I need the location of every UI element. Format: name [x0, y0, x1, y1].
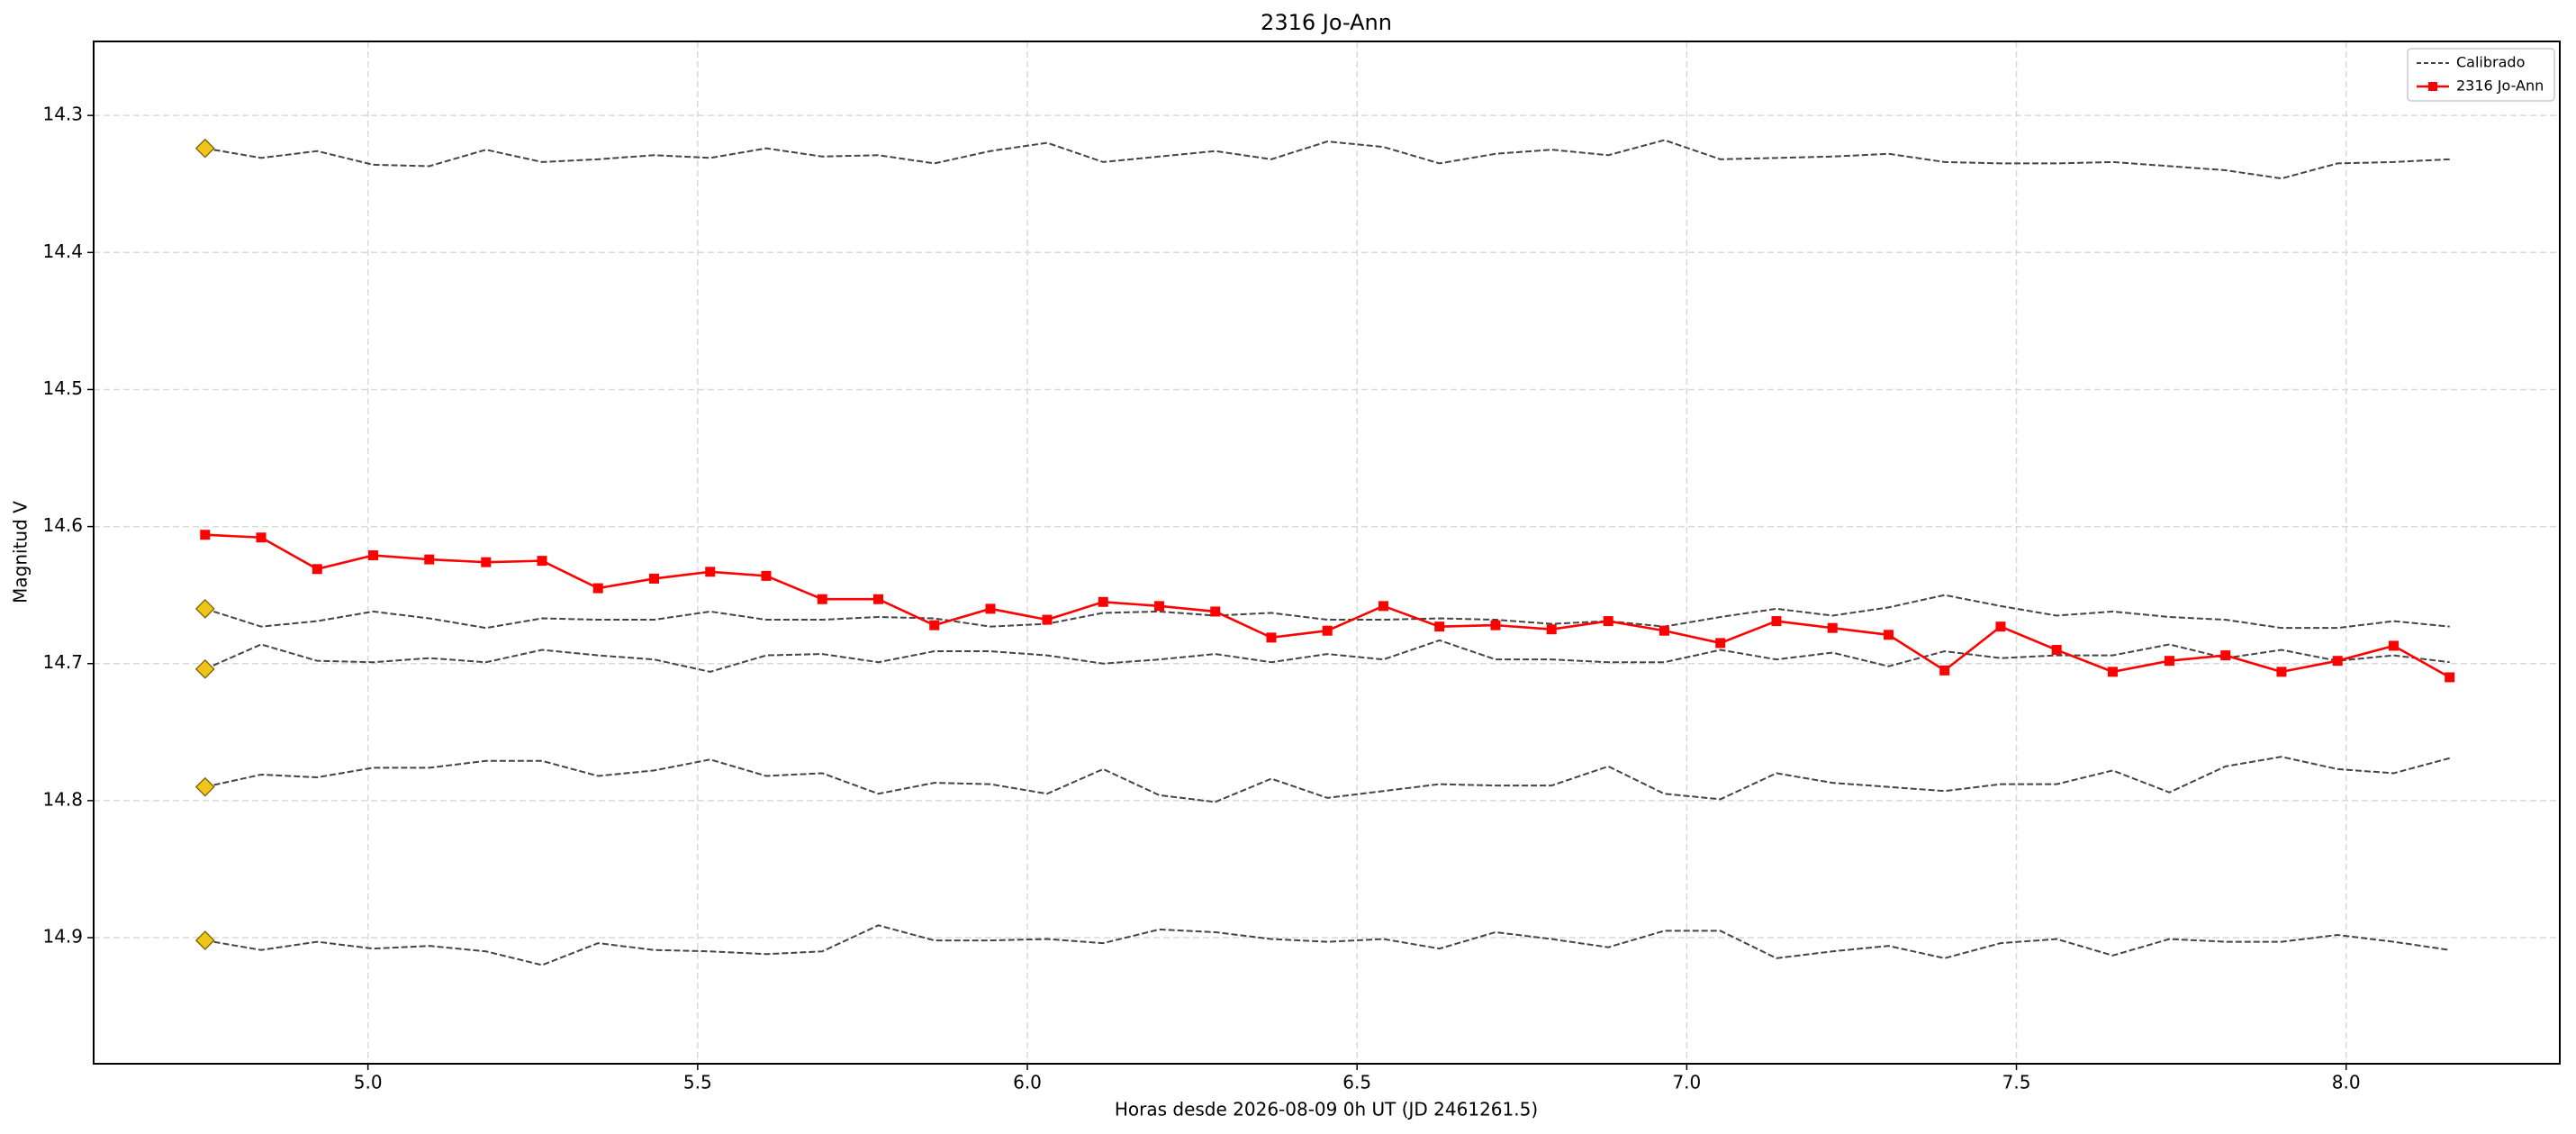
point	[2276, 667, 2287, 677]
y-tick-label: 14.7	[42, 651, 83, 673]
reference-marker	[194, 138, 215, 159]
y-tick-label: 14.3	[42, 104, 83, 125]
point	[1939, 665, 1950, 676]
x-tick-label: 5.0	[354, 1072, 383, 1093]
legend: Calibrado 2316 Jo-Ann	[2407, 48, 2555, 102]
point	[1715, 638, 1726, 649]
point	[761, 570, 772, 581]
point	[1322, 625, 1333, 636]
point	[1042, 614, 1053, 625]
y-tick-label: 14.5	[42, 377, 83, 399]
x-tick-label: 7.5	[2002, 1072, 2031, 1093]
point	[256, 532, 267, 543]
point	[2107, 667, 2118, 677]
point	[424, 554, 435, 565]
calibrated-line	[204, 139, 2450, 180]
point	[537, 556, 547, 567]
point	[705, 567, 716, 577]
calibrated-line	[204, 924, 2450, 966]
calibrated-line	[204, 639, 2450, 673]
x-axis-label: Horas desde 2026-08-09 0h UT (JD 2461261…	[1115, 1099, 1538, 1120]
point	[1827, 622, 1838, 633]
point	[985, 603, 996, 614]
calibrated-line	[204, 594, 2450, 630]
point	[1153, 601, 1164, 612]
point	[592, 583, 603, 594]
reference-marker	[194, 930, 215, 950]
point	[481, 557, 492, 567]
point	[1266, 632, 1277, 643]
point	[1378, 601, 1388, 612]
x-tick-label: 7.0	[1672, 1072, 1701, 1093]
y-tick-label: 14.4	[42, 240, 83, 262]
x-tick-label: 6.5	[1342, 1072, 1371, 1093]
legend-marker	[2428, 82, 2437, 91]
point	[1883, 630, 1894, 640]
point	[1434, 621, 1445, 632]
point	[1995, 621, 2006, 632]
reference-marker	[194, 599, 215, 619]
point	[1490, 620, 1501, 631]
point	[1546, 624, 1557, 635]
point	[1603, 616, 1613, 627]
legend-label: 2316 Jo-Ann	[2456, 77, 2544, 95]
point	[2332, 656, 2343, 667]
point	[2445, 672, 2455, 683]
point	[649, 573, 659, 584]
reference-marker	[194, 658, 215, 679]
point	[2388, 640, 2399, 651]
point	[2164, 656, 2174, 667]
legend-label: Calibrado	[2456, 54, 2525, 71]
y-axis-label: Magnitud V	[10, 501, 32, 603]
y-tick-label: 14.8	[42, 788, 83, 810]
reference-marker	[194, 776, 215, 797]
x-tick-label: 5.5	[683, 1072, 712, 1093]
point	[873, 594, 883, 604]
point	[1098, 596, 1108, 607]
plot-frame	[93, 41, 2561, 1065]
point	[1771, 616, 1782, 627]
chart-title: 2316 Jo-Ann	[1261, 10, 1392, 35]
calibrated-line	[204, 756, 2450, 803]
x-tick-label: 6.0	[1013, 1072, 1042, 1093]
point	[312, 564, 322, 575]
point	[368, 550, 379, 561]
point	[2220, 650, 2231, 661]
y-tick-label: 14.9	[42, 926, 83, 948]
point	[200, 530, 211, 540]
point	[2051, 645, 2062, 656]
legend-box	[2407, 48, 2555, 102]
point	[929, 620, 940, 631]
y-tick-label: 14.6	[42, 514, 83, 536]
point	[1659, 625, 1669, 636]
x-tick-label: 8.0	[2332, 1072, 2361, 1093]
point	[1210, 606, 1221, 617]
point	[817, 594, 827, 604]
